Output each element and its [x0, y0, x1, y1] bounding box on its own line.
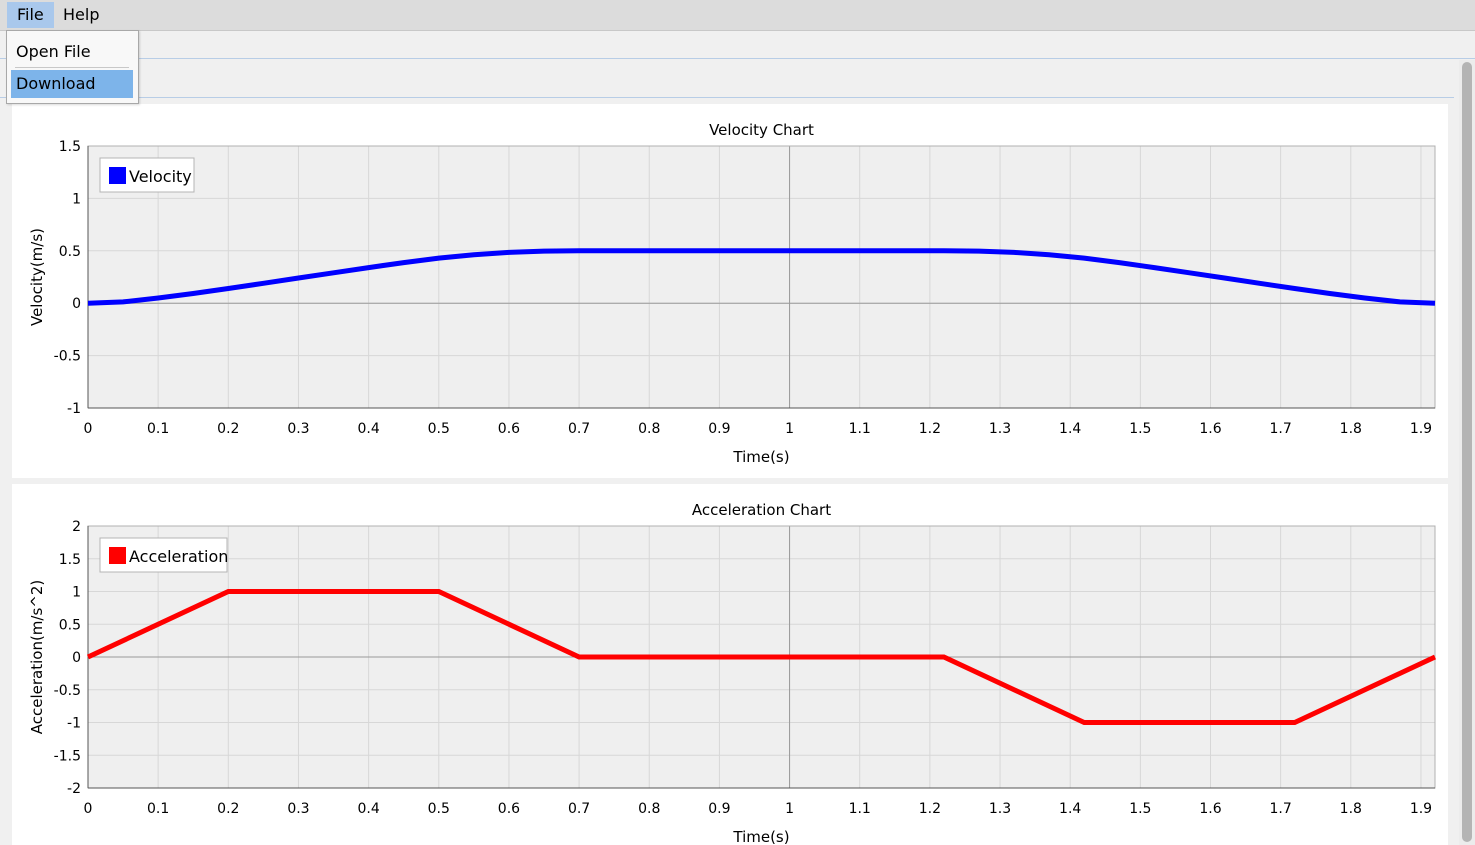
- y-tick-label: 2: [72, 519, 81, 535]
- x-tick-label: 0.5: [428, 421, 450, 437]
- x-tick-label: 1.7: [1270, 421, 1292, 437]
- y-tick-label: -0.5: [54, 683, 81, 699]
- x-tick-label: 1.6: [1199, 421, 1221, 437]
- y-tick-label: 1: [72, 191, 81, 207]
- legend-label: Velocity: [129, 167, 192, 186]
- x-tick-label: 0.4: [357, 801, 379, 817]
- file-dropdown-menu: Open File Download: [6, 30, 139, 104]
- x-tick-label: 0.1: [147, 801, 169, 817]
- x-tick-label: 1.1: [849, 421, 871, 437]
- x-tick-label: 1.5: [1129, 801, 1151, 817]
- y-tick-label: 0.5: [59, 617, 81, 633]
- x-tick-label: 0.9: [708, 801, 730, 817]
- x-tick-label: 1.6: [1199, 801, 1221, 817]
- y-tick-label: -1.5: [54, 748, 81, 764]
- x-tick-label: 0.9: [708, 421, 730, 437]
- x-axis-label: Time(s): [732, 828, 789, 845]
- velocity-chart: 0 0.1 0.2 0.3 0.4 0.5 0.6 0.7 0.8 0.9 1 1.1 1.2 1.3 1.…: [28, 121, 1436, 466]
- x-tick-label: 0: [84, 421, 93, 437]
- x-tick-label: 0.2: [217, 421, 239, 437]
- x-tick-label: 0.6: [498, 801, 520, 817]
- velocity-chart-panel: 0 0.1 0.2 0.3 0.4 0.5 0.6 0.7 0.8 0.9 1 1.1 1.2 1.3 1.…: [12, 104, 1448, 478]
- y-axis-label: Velocity(m/s): [28, 228, 46, 326]
- x-tick-label: 0.5: [428, 801, 450, 817]
- legend-label: Acceleration: [129, 547, 228, 566]
- chart-title: Velocity Chart: [709, 121, 814, 139]
- legend-swatch: [109, 167, 126, 184]
- y-tick-label: 1.5: [59, 552, 81, 568]
- x-tick-label: 1.8: [1340, 801, 1362, 817]
- x-axis-label: Time(s): [732, 448, 789, 466]
- menu-item-download[interactable]: Download: [11, 70, 133, 98]
- x-tick-label: 1.8: [1340, 421, 1362, 437]
- vertical-scrollbar[interactable]: [1459, 60, 1475, 845]
- x-tick-label: 1.4: [1059, 801, 1081, 817]
- x-tick-label: 1: [785, 801, 794, 817]
- acceleration-chart-panel: 0 0.1 0.2 0.3 0.4 0.5 0.6 0.7 0.8 0.9 1 1.1 1.2 1.3 1.…: [12, 484, 1448, 845]
- x-tick-label: 1.9: [1410, 801, 1432, 817]
- x-tick-label: 0.3: [287, 801, 309, 817]
- y-tick-label: 1.5: [59, 139, 81, 155]
- x-tick-label: 1.2: [919, 421, 941, 437]
- y-tick-label: 0: [72, 650, 81, 666]
- x-tick-label: 1.3: [989, 421, 1011, 437]
- tab-divider: [0, 97, 1454, 98]
- legend-swatch: [109, 547, 126, 564]
- x-tick-label: 1.3: [989, 801, 1011, 817]
- x-tick-label: 1.9: [1410, 421, 1432, 437]
- menu-separator: [15, 67, 129, 68]
- x-tick-label: 0.8: [638, 421, 660, 437]
- menu-item-open-file[interactable]: Open File: [16, 42, 91, 61]
- y-tick-label: -1: [67, 716, 81, 732]
- y-tick-label: 0.5: [59, 244, 81, 260]
- toolbar-area: [0, 31, 1475, 59]
- x-tick-label: 1.4: [1059, 421, 1081, 437]
- legend-box: [99, 157, 195, 193]
- x-tick-label: 1.2: [919, 801, 941, 817]
- y-tick-label: 1: [72, 585, 81, 601]
- x-tick-label: 0: [84, 801, 93, 817]
- x-tick-label: 1.7: [1270, 801, 1292, 817]
- menu-bar: File Help: [0, 0, 1475, 31]
- scrollbar-thumb[interactable]: [1462, 62, 1472, 842]
- acceleration-chart: 0 0.1 0.2 0.3 0.4 0.5 0.6 0.7 0.8 0.9 1 1.1 1.2 1.3 1.…: [28, 501, 1437, 845]
- x-tick-label: 0.6: [498, 421, 520, 437]
- x-tick-label: 1: [785, 421, 794, 437]
- x-tick-label: 0.3: [287, 421, 309, 437]
- x-tick-label: 0.8: [638, 801, 660, 817]
- y-axis-label: Acceleration(m/s^2): [28, 580, 46, 735]
- menu-file[interactable]: File: [7, 2, 54, 28]
- y-tick-label: -0.5: [54, 349, 81, 365]
- x-tick-label: 0.7: [568, 421, 590, 437]
- y-tick-label: -2: [67, 781, 81, 797]
- y-tick-label: 0: [72, 296, 81, 312]
- series-line-velocity: [87, 248, 1436, 306]
- chart-title: Acceleration Chart: [692, 501, 831, 519]
- x-tick-label: 0.7: [568, 801, 590, 817]
- x-tick-label: 0.4: [357, 421, 379, 437]
- series-line-acceleration: [86, 589, 1437, 725]
- x-tick-label: 1.1: [849, 801, 871, 817]
- x-tick-label: 1.5: [1129, 421, 1151, 437]
- y-tick-label: -1: [67, 401, 81, 417]
- x-tick-label: 0.2: [217, 801, 239, 817]
- menu-help[interactable]: Help: [63, 5, 100, 24]
- x-tick-label: 0.1: [147, 421, 169, 437]
